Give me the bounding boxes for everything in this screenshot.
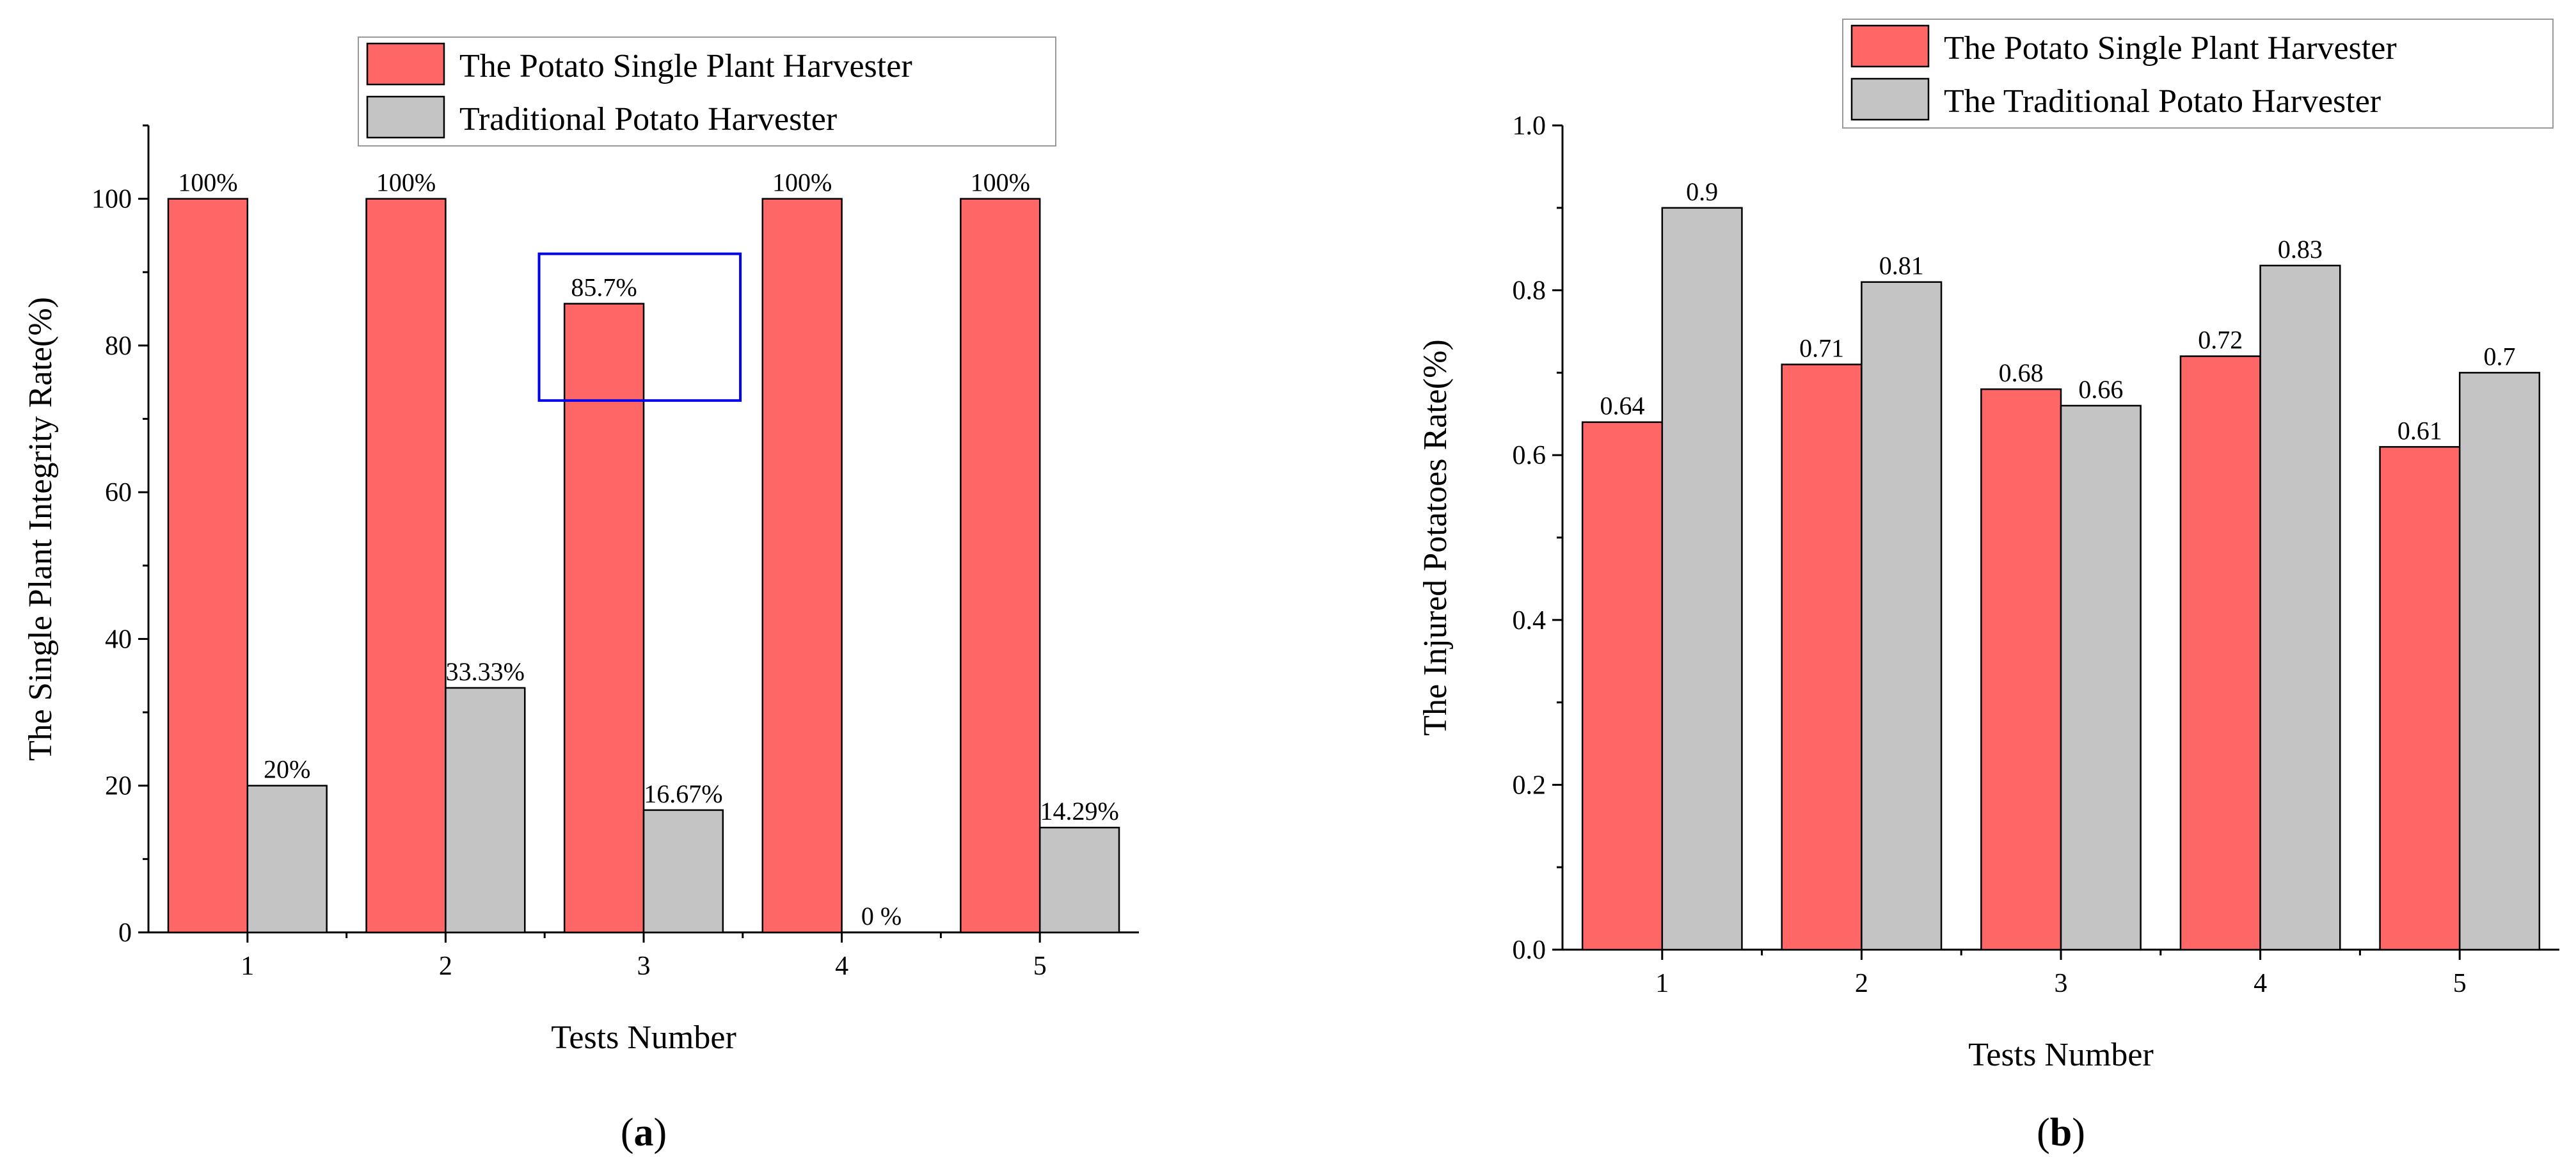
data-label: 100%: [376, 168, 436, 197]
data-label: 100%: [772, 168, 832, 197]
y-tick-label: 20: [105, 772, 132, 801]
legend-entry-1: The Potato Single Plant Harvester: [459, 48, 912, 84]
y-axis-title: The Injured Potatoes Rate(%): [1417, 339, 1454, 735]
bar-series-2: [2458, 372, 2541, 951]
x-tick-label: 4: [2254, 969, 2267, 998]
data-label: 0.64: [1600, 392, 1644, 420]
x-tick-label: 4: [835, 952, 848, 981]
legend-entry-2: The Traditional Potato Harvester: [1944, 83, 2381, 120]
data-label: 0.68: [1999, 358, 2044, 387]
chart-panel-a: 0 20 40 60 80 100 1 2 3 4 5 100% 100% 85.7% 100% 100% 20…: [22, 36, 1139, 1154]
legend-box: [1842, 19, 2554, 129]
bar-series-2: [1038, 826, 1120, 934]
data-label: 20%: [264, 755, 310, 784]
x-tick-label: 3: [2055, 969, 2068, 998]
data-label: 100%: [178, 168, 237, 197]
y-tick-label: 0.2: [1513, 770, 1546, 800]
y-tick-label: 0: [118, 918, 132, 948]
y-tick-label: 100: [91, 185, 132, 214]
data-label: 33.33%: [446, 657, 525, 686]
bar-series-2: [2259, 264, 2341, 951]
panel-label: (b): [2037, 1111, 2085, 1154]
bar-series-1: [167, 198, 249, 934]
data-label: 0.9: [1686, 177, 1718, 206]
y-axis-title: The Single Plant Integrity Rate(%): [22, 297, 59, 761]
x-tick-label: 5: [1033, 952, 1047, 981]
bar-series-1: [1581, 421, 1664, 951]
bar-series-1: [1781, 363, 1863, 951]
bar-series-1: [563, 303, 645, 934]
data-label: 100%: [971, 168, 1030, 197]
panel-label-open: (: [2037, 1111, 2050, 1154]
x-axis-title: Tests Number: [551, 1019, 736, 1056]
data-label: 14.29%: [1040, 797, 1118, 826]
y-tick-label: 0.6: [1513, 441, 1546, 470]
legend-swatch-1: [366, 42, 445, 86]
y-tick-label: 80: [105, 331, 132, 361]
panel-label-close: ): [2072, 1111, 2085, 1154]
panel-label-letter: b: [2050, 1111, 2072, 1154]
y-tick-label: 60: [105, 478, 132, 507]
data-label: 0.83: [2278, 235, 2323, 264]
x-tick-label: 2: [1855, 969, 1868, 998]
legend-box: [358, 36, 1056, 147]
y-tick-label: 0.8: [1513, 276, 1546, 306]
data-label: 0.7: [2484, 342, 2516, 371]
data-label: 0.61: [2397, 416, 2442, 445]
y-tick-label: 40: [105, 625, 132, 654]
data-label: 0.66: [2078, 375, 2123, 404]
data-label: 0.72: [2198, 326, 2243, 355]
legend-swatch-2: [1850, 77, 1930, 121]
y-tick-label: 0.4: [1513, 606, 1546, 635]
legend-entry-1: The Potato Single Plant Harvester: [1944, 30, 2397, 67]
legend-entry-2: Traditional Potato Harvester: [459, 101, 837, 138]
bar-series-1: [960, 198, 1041, 934]
data-label: 85.7%: [571, 273, 637, 302]
panel-label-letter: a: [634, 1111, 654, 1154]
x-tick-label: 5: [2453, 969, 2467, 998]
bar-series-2: [1861, 281, 1943, 951]
panel-label-open: (: [621, 1111, 634, 1154]
x-tick-label: 1: [1655, 969, 1669, 998]
y-tick-label: 0.0: [1513, 936, 1546, 965]
x-tick-label: 1: [241, 952, 254, 981]
bar-series-2: [1661, 207, 1743, 951]
bar-series-1: [761, 198, 843, 934]
bar-series-2: [642, 809, 724, 934]
bar-series-1: [1980, 388, 2062, 951]
highlight-box: [537, 252, 742, 402]
y-tick-label: 1.0: [1513, 111, 1546, 141]
chart-panel-b: 0.0 0.2 0.4 0.6 0.8 1.0 1 2 3 4 5 0.64 0.71 0.68 0.72 0…: [1417, 19, 2559, 1154]
x-tick-label: 2: [439, 952, 452, 981]
legend-swatch-1: [1850, 24, 1930, 68]
bar-series-2: [246, 785, 328, 934]
bar-series-1: [365, 198, 447, 934]
panel-label: (a): [621, 1111, 667, 1154]
bar-series-1: [2179, 355, 2261, 951]
data-label: 0.81: [1879, 251, 1924, 280]
bar-series-2: [2060, 404, 2142, 951]
data-label: 0.71: [1799, 334, 1844, 363]
bar-series-2: [445, 687, 526, 934]
legend-swatch-2: [366, 95, 445, 139]
data-label: 16.67%: [644, 779, 722, 808]
x-axis-title: Tests Number: [1968, 1037, 2154, 1073]
x-tick-label: 3: [637, 952, 651, 981]
panel-label-close: ): [654, 1111, 667, 1154]
bar-series-1: [2379, 446, 2461, 951]
data-label: 0 %: [861, 902, 902, 930]
